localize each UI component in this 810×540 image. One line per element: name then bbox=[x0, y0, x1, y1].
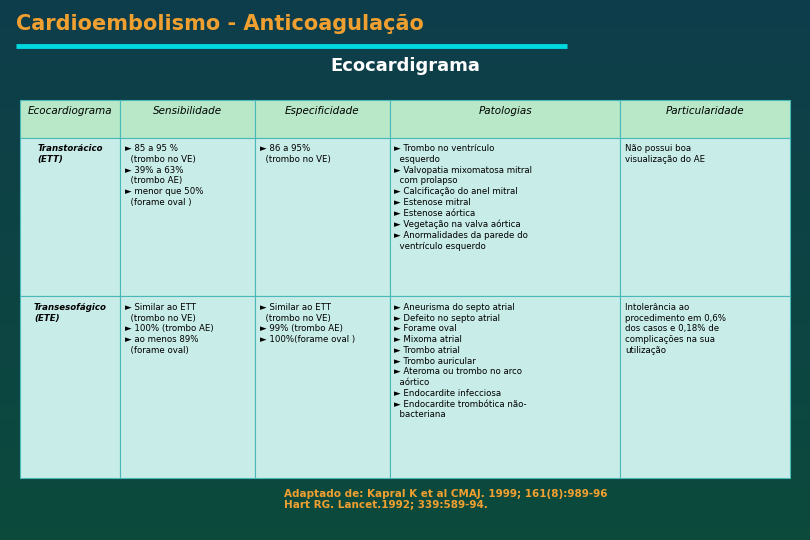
Bar bbox=[255, 296, 390, 478]
Bar bbox=[0, 418, 810, 432]
Bar bbox=[0, 202, 810, 216]
Text: Particularidade: Particularidade bbox=[666, 106, 744, 117]
Bar bbox=[0, 432, 810, 445]
Bar bbox=[0, 284, 810, 297]
Bar bbox=[0, 378, 810, 392]
Text: Intolerância ao
procedimento em 0,6%
dos casos e 0,18% de
complicações na sua
ut: Intolerância ao procedimento em 0,6% dos… bbox=[625, 303, 727, 355]
Bar bbox=[0, 122, 810, 135]
Bar bbox=[0, 270, 810, 540]
Bar bbox=[0, 392, 810, 405]
Bar bbox=[0, 40, 810, 54]
Bar bbox=[0, 176, 810, 189]
Bar bbox=[0, 297, 810, 310]
Bar bbox=[0, 486, 810, 500]
Text: Transesofágico
(ETE): Transesofágico (ETE) bbox=[34, 303, 107, 323]
Bar bbox=[0, 0, 810, 14]
Bar bbox=[0, 500, 810, 513]
Text: ► 86 a 95%
  (trombo no VE): ► 86 a 95% (trombo no VE) bbox=[260, 144, 330, 164]
Bar bbox=[0, 189, 810, 202]
Bar bbox=[0, 324, 810, 338]
Bar bbox=[0, 108, 810, 122]
Bar bbox=[0, 446, 810, 459]
Bar bbox=[0, 162, 810, 176]
Bar bbox=[620, 296, 790, 478]
Bar bbox=[0, 27, 810, 40]
Bar bbox=[0, 94, 810, 108]
Bar bbox=[0, 68, 810, 81]
Bar bbox=[255, 138, 390, 296]
Bar bbox=[120, 100, 255, 138]
Text: Cardioembolismo - Anticoagulação: Cardioembolismo - Anticoagulação bbox=[16, 14, 424, 33]
Bar bbox=[0, 0, 810, 270]
Text: Não possui boa
visualização do AE: Não possui boa visualização do AE bbox=[625, 144, 706, 164]
Text: Adaptado de: Kapral K et al CMAJ. 1999; 161(8):989-96
Hart RG. Lancet.1992; 339:: Adaptado de: Kapral K et al CMAJ. 1999; … bbox=[284, 489, 607, 510]
Text: ► Aneurisma do septo atrial
► Defeito no septo atrial
► Forame oval
► Mixoma atr: ► Aneurisma do septo atrial ► Defeito no… bbox=[394, 303, 527, 420]
Bar bbox=[0, 81, 810, 94]
Bar bbox=[0, 405, 810, 418]
Bar bbox=[0, 270, 810, 284]
Text: Transtorácico
(ETT): Transtorácico (ETT) bbox=[37, 144, 103, 164]
Bar bbox=[390, 296, 620, 478]
Bar bbox=[20, 138, 120, 296]
Bar bbox=[0, 364, 810, 378]
Text: ► Trombo no ventrículo
  esquerdo
► Valvopatia mixomatosa mitral
  com prolapso
: ► Trombo no ventrículo esquerdo ► Valvop… bbox=[394, 144, 532, 251]
Bar bbox=[0, 526, 810, 540]
Bar bbox=[0, 148, 810, 162]
Bar bbox=[620, 100, 790, 138]
Bar bbox=[0, 54, 810, 68]
Text: Ecocardiograma: Ecocardiograma bbox=[28, 106, 113, 117]
Text: Patologias: Patologias bbox=[478, 106, 532, 117]
Bar bbox=[255, 100, 390, 138]
Bar bbox=[0, 459, 810, 472]
Bar bbox=[0, 14, 810, 27]
Bar bbox=[20, 296, 120, 478]
Bar bbox=[0, 513, 810, 526]
Bar bbox=[0, 472, 810, 486]
Bar bbox=[120, 296, 255, 478]
Bar bbox=[20, 100, 120, 138]
Bar bbox=[0, 256, 810, 270]
Bar bbox=[120, 138, 255, 296]
Bar bbox=[0, 351, 810, 364]
Bar bbox=[620, 138, 790, 296]
Bar bbox=[0, 243, 810, 256]
Bar bbox=[390, 138, 620, 296]
Bar bbox=[390, 100, 620, 138]
Text: ► Similar ao ETT
  (trombo no VE)
► 100% (trombo AE)
► ao menos 89%
  (forame ov: ► Similar ao ETT (trombo no VE) ► 100% (… bbox=[125, 303, 214, 355]
Bar bbox=[0, 338, 810, 351]
Text: Especificidade: Especificidade bbox=[285, 106, 360, 117]
Bar bbox=[0, 310, 810, 324]
Text: Sensibilidade: Sensibilidade bbox=[153, 106, 222, 117]
Bar bbox=[0, 230, 810, 243]
Bar bbox=[0, 216, 810, 229]
Text: ► Similar ao ETT
  (trombo no VE)
► 99% (trombo AE)
► 100%(forame oval ): ► Similar ao ETT (trombo no VE) ► 99% (t… bbox=[260, 303, 355, 344]
Bar bbox=[0, 135, 810, 148]
Text: Ecocardigrama: Ecocardigrama bbox=[330, 57, 480, 75]
Text: ► 85 a 95 %
  (trombo no VE)
► 39% a 63%
  (trombo AE)
► menor que 50%
  (forame: ► 85 a 95 % (trombo no VE) ► 39% a 63% (… bbox=[125, 144, 203, 207]
